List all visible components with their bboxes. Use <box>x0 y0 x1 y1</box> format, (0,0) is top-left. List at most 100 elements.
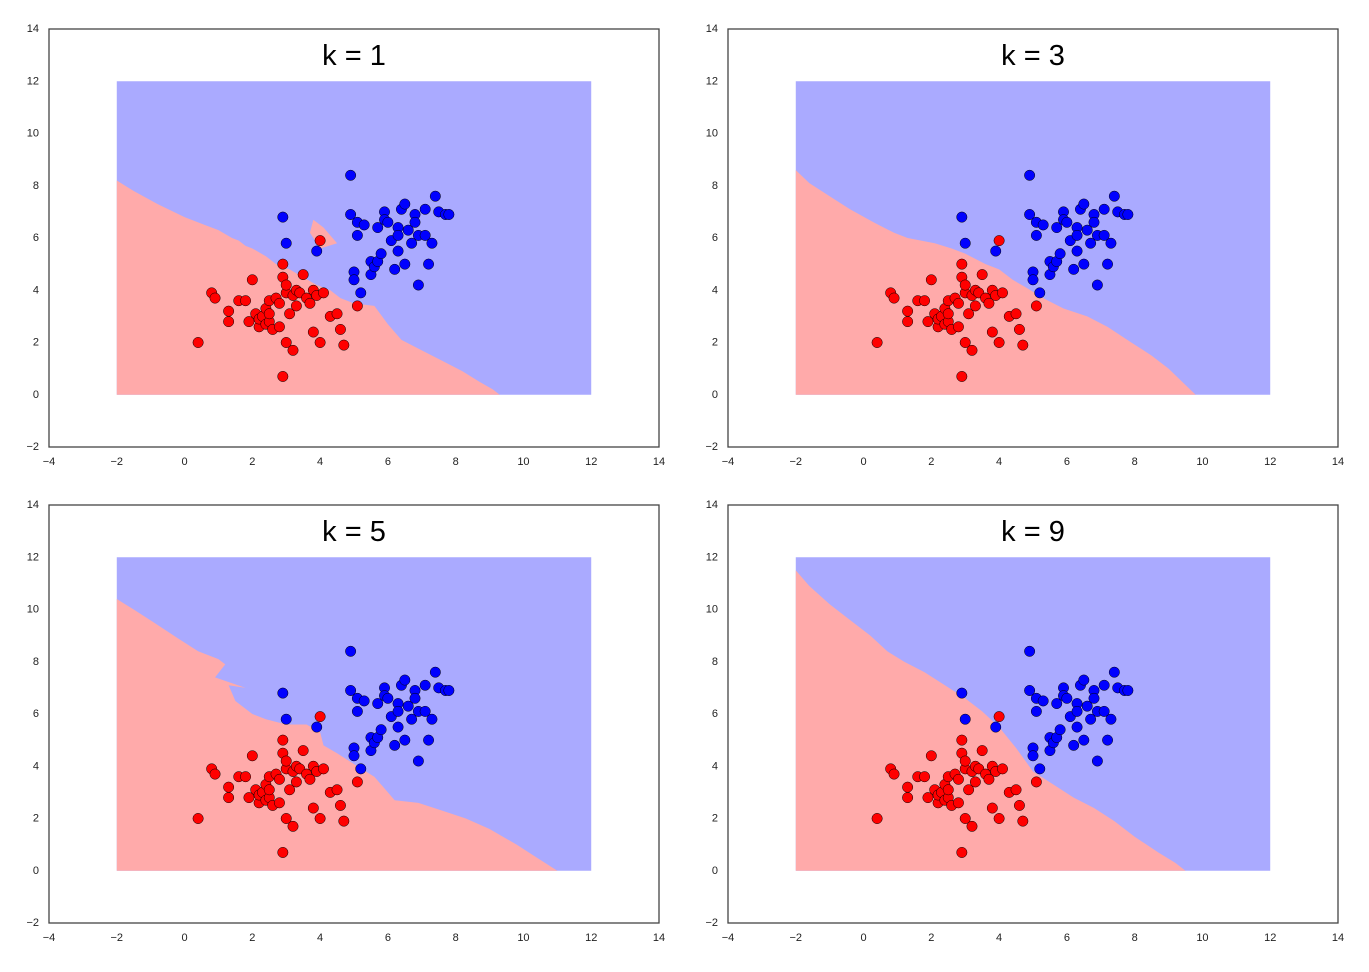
blue-data-point <box>348 274 360 286</box>
red-data-point <box>942 308 954 320</box>
red-data-point <box>209 768 221 780</box>
blue-data-point <box>1105 713 1117 725</box>
y-tick-label: 12 <box>27 75 39 87</box>
red-data-point <box>338 339 350 351</box>
red-data-point <box>997 287 1008 299</box>
red-data-point <box>976 269 988 281</box>
blue-data-point <box>1102 734 1114 746</box>
blue-data-point <box>1068 739 1080 751</box>
blue-data-point <box>1030 229 1042 241</box>
y-tick-label: 2 <box>712 337 718 349</box>
red-data-point <box>952 321 964 333</box>
y-tick-label: 6 <box>712 232 718 244</box>
blue-data-point <box>277 687 289 699</box>
chart-title: k = 5 <box>322 516 386 548</box>
red-data-point <box>314 337 326 348</box>
blue-data-point <box>358 695 370 707</box>
x-tick-label: 10 <box>1196 456 1208 468</box>
blue-data-point <box>956 687 968 699</box>
red-data-point <box>280 337 292 348</box>
x-tick-label: 2 <box>928 456 934 468</box>
red-data-point <box>925 750 937 762</box>
chart-title: k = 3 <box>1001 40 1065 72</box>
blue-data-point <box>959 237 971 249</box>
red-data-point <box>871 813 883 824</box>
red-data-point <box>986 802 998 814</box>
blue-data-point <box>1027 274 1039 286</box>
blue-data-point <box>423 258 435 270</box>
axes-frame <box>727 28 1339 448</box>
red-data-point <box>902 792 914 804</box>
y-tick-label: 8 <box>33 180 39 192</box>
x-tick-label: 6 <box>1064 456 1070 468</box>
red-data-point <box>919 771 931 783</box>
blue-data-point <box>956 211 968 223</box>
y-tick-label: 4 <box>712 284 718 296</box>
y-tick-label: −2 <box>26 441 39 453</box>
y-tick-label: 14 <box>706 23 718 35</box>
red-data-point <box>223 316 235 328</box>
red-data-point <box>959 755 971 767</box>
x-tick-label: 2 <box>928 932 934 944</box>
x-tick-label: −4 <box>43 456 56 468</box>
blue-data-point <box>1071 245 1083 257</box>
red-data-point <box>277 258 289 270</box>
red-data-point <box>983 297 995 309</box>
red-data-point <box>902 305 914 317</box>
blue-data-point <box>443 685 455 696</box>
red-data-point <box>192 337 204 348</box>
red-data-point <box>952 773 964 785</box>
blue-data-point <box>409 692 421 704</box>
red-data-point <box>983 773 995 785</box>
y-tick-label: 8 <box>712 180 718 192</box>
y-tick-label: 10 <box>706 128 718 140</box>
red-data-point <box>273 321 285 333</box>
red-data-point <box>969 776 981 788</box>
blue-data-point <box>1030 705 1042 717</box>
blue-data-point <box>1098 679 1110 691</box>
blue-data-point <box>1102 258 1114 270</box>
red-decision-region <box>795 170 1196 395</box>
blue-data-point <box>1054 724 1066 736</box>
x-tick-label: 14 <box>1332 932 1344 944</box>
blue-data-point <box>1078 258 1090 270</box>
blue-data-point <box>399 258 411 270</box>
blue-data-point <box>429 666 441 678</box>
red-data-point <box>277 371 289 382</box>
red-data-point <box>290 300 302 312</box>
red-data-point <box>942 784 954 796</box>
red-data-point <box>280 755 292 767</box>
x-tick-label: 14 <box>653 456 665 468</box>
red-data-point <box>334 323 346 335</box>
red-data-point <box>246 750 258 762</box>
red-data-point <box>956 258 968 270</box>
red-data-point <box>963 308 975 320</box>
red-data-point <box>997 763 1008 775</box>
red-data-point <box>304 773 316 785</box>
red-data-point <box>307 326 319 338</box>
blue-data-point <box>1071 705 1083 717</box>
blue-data-point <box>399 198 411 210</box>
y-tick-label: 12 <box>706 551 718 563</box>
blue-data-point <box>1088 216 1100 228</box>
y-tick-label: 12 <box>706 75 718 87</box>
x-tick-label: −2 <box>790 456 803 468</box>
blue-data-point <box>1088 692 1100 704</box>
red-data-point <box>1010 308 1022 320</box>
x-tick-label: 12 <box>1264 456 1276 468</box>
blue-data-point <box>1024 645 1036 657</box>
y-tick-label: 0 <box>712 865 718 877</box>
red-data-point <box>287 344 299 356</box>
red-data-point <box>993 235 1005 247</box>
x-tick-label: 4 <box>996 932 1002 944</box>
blue-data-point <box>1078 674 1090 686</box>
red-data-point <box>1013 323 1025 335</box>
blue-data-point <box>355 763 367 775</box>
x-tick-label: 12 <box>585 932 597 944</box>
blue-data-point <box>389 739 401 751</box>
blue-data-point <box>959 713 971 725</box>
blue-data-point <box>355 287 367 299</box>
blue-data-point <box>1054 248 1066 260</box>
blue-data-point <box>1024 685 1036 696</box>
x-tick-label: 0 <box>181 932 187 944</box>
